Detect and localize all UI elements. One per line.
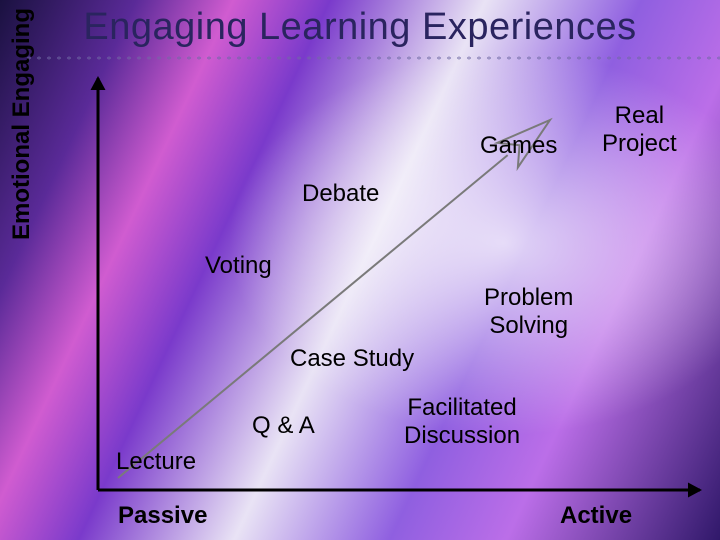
scatter-item: Real Project [602, 102, 677, 158]
x-axis-label-left: Passive [118, 502, 207, 530]
scatter-item: Problem Solving [484, 284, 573, 340]
scatter-item: Debate [302, 180, 379, 208]
scatter-item: Case Study [290, 345, 414, 373]
diagram-svg [0, 0, 720, 540]
scatter-item: Voting [205, 252, 272, 280]
scatter-item: Facilitated Discussion [404, 394, 520, 450]
scatter-item: Lecture [116, 448, 196, 476]
scatter-item: Q & A [252, 412, 315, 440]
scatter-item: Games [480, 132, 557, 160]
x-axis-label-right: Active [560, 502, 632, 530]
